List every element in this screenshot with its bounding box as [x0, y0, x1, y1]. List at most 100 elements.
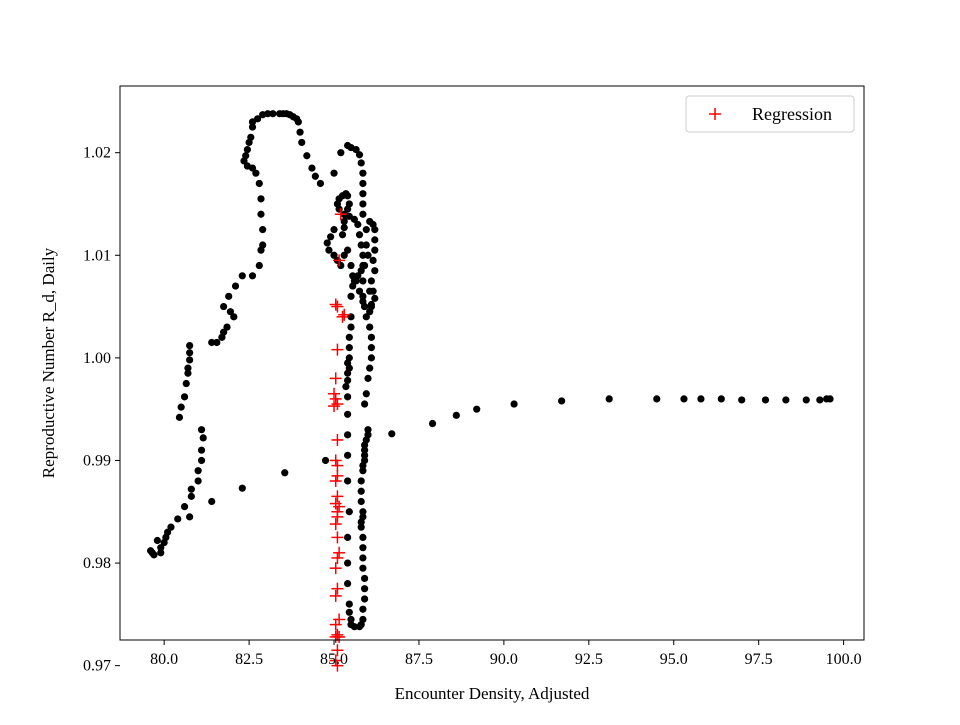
data-point: [344, 533, 352, 542]
regression-point: [331, 531, 344, 544]
y-axis-ticks: 0.97 0.98 0.99 1.00 1.01 1.02: [83, 145, 120, 675]
regression-point: [331, 551, 344, 564]
data-point: [344, 393, 352, 401]
data-point: [364, 374, 372, 382]
regression-point: [331, 300, 344, 313]
data-point: [213, 338, 221, 347]
data-point: [345, 508, 353, 516]
data-point: [218, 333, 226, 341]
regression-point: [331, 490, 344, 503]
data-point: [325, 246, 333, 254]
data-point: [180, 503, 189, 511]
data-point: [342, 382, 350, 391]
data-point: [362, 313, 370, 321]
data-point: [510, 400, 518, 408]
data-point: [157, 544, 165, 552]
data-point: [257, 195, 265, 203]
data-point: [369, 256, 377, 265]
data-point: [361, 574, 369, 583]
data-point: [371, 246, 379, 254]
x-tick-label: 82.5: [235, 651, 263, 668]
data-point: [357, 487, 365, 495]
data-point: [225, 292, 233, 300]
data-point: [367, 344, 375, 352]
regression-point: [329, 454, 342, 467]
data-point: [367, 277, 375, 285]
data-point: [558, 397, 566, 405]
data-point: [255, 179, 263, 188]
data-point: [330, 251, 338, 259]
data-point: [367, 302, 375, 311]
data-point: [337, 261, 345, 270]
data-point: [359, 564, 367, 572]
data-point: [359, 292, 367, 300]
data-point: [308, 164, 316, 172]
data-point: [276, 110, 284, 118]
data-point: [361, 451, 369, 459]
plot-frame: [119, 85, 865, 641]
data-point: [344, 192, 352, 200]
y-axis-title: Reproductive Number R_d, Daily: [39, 247, 58, 478]
data-point: [364, 251, 372, 259]
data-point: [347, 323, 355, 331]
data-point: [208, 497, 216, 506]
data-point: [359, 508, 367, 516]
data-point: [182, 379, 190, 388]
data-point: [345, 608, 353, 616]
data-point: [269, 110, 277, 118]
data-point: [366, 287, 374, 295]
data-point: [680, 395, 688, 403]
data-point: [344, 376, 352, 385]
y-tick-label: 0.98: [83, 555, 111, 572]
data-point: [366, 323, 374, 331]
data-point: [359, 169, 367, 177]
data-point: [340, 223, 348, 232]
data-point: [208, 338, 216, 347]
regression-point: [329, 474, 342, 487]
data-point: [344, 477, 352, 485]
data-point: [357, 518, 365, 526]
data-point: [186, 513, 194, 521]
data-point: [257, 210, 265, 218]
regression-point: [333, 500, 346, 513]
data-point: [230, 313, 238, 321]
data-point: [160, 538, 168, 547]
data-point: [359, 467, 367, 475]
regression-point: [331, 644, 344, 657]
data-point: [354, 220, 362, 229]
regression-point: [336, 310, 349, 323]
y-tick-label: 1.01: [83, 247, 111, 264]
data-point: [367, 354, 375, 362]
regression-point: [329, 372, 342, 385]
data-point: [281, 469, 289, 477]
data-point: [367, 333, 375, 341]
data-point: [802, 396, 810, 404]
data-point: [738, 396, 746, 404]
data-point: [362, 241, 370, 249]
data-point: [362, 390, 370, 398]
data-point: [345, 354, 353, 362]
x-tick-label: 92.5: [575, 651, 603, 668]
data-point: [344, 410, 352, 418]
data-point: [175, 413, 184, 421]
data-point: [311, 172, 319, 180]
data-point: [349, 272, 357, 280]
data-point: [823, 395, 831, 403]
data-point: [150, 551, 158, 559]
data-point: [248, 164, 257, 172]
x-tick-label: 80.0: [150, 651, 178, 668]
data-point: [361, 595, 369, 603]
data-point: [248, 123, 257, 131]
x-tick-label: 85.0: [320, 651, 348, 668]
data-point: [194, 477, 202, 485]
data-point: [177, 403, 185, 411]
data-point: [355, 287, 364, 295]
regression-point: [331, 659, 344, 672]
data-point: [717, 395, 725, 403]
data-point: [361, 446, 369, 454]
data-point: [197, 426, 206, 434]
data-point: [371, 294, 379, 302]
data-point: [186, 349, 194, 357]
regression-point: [333, 630, 346, 643]
